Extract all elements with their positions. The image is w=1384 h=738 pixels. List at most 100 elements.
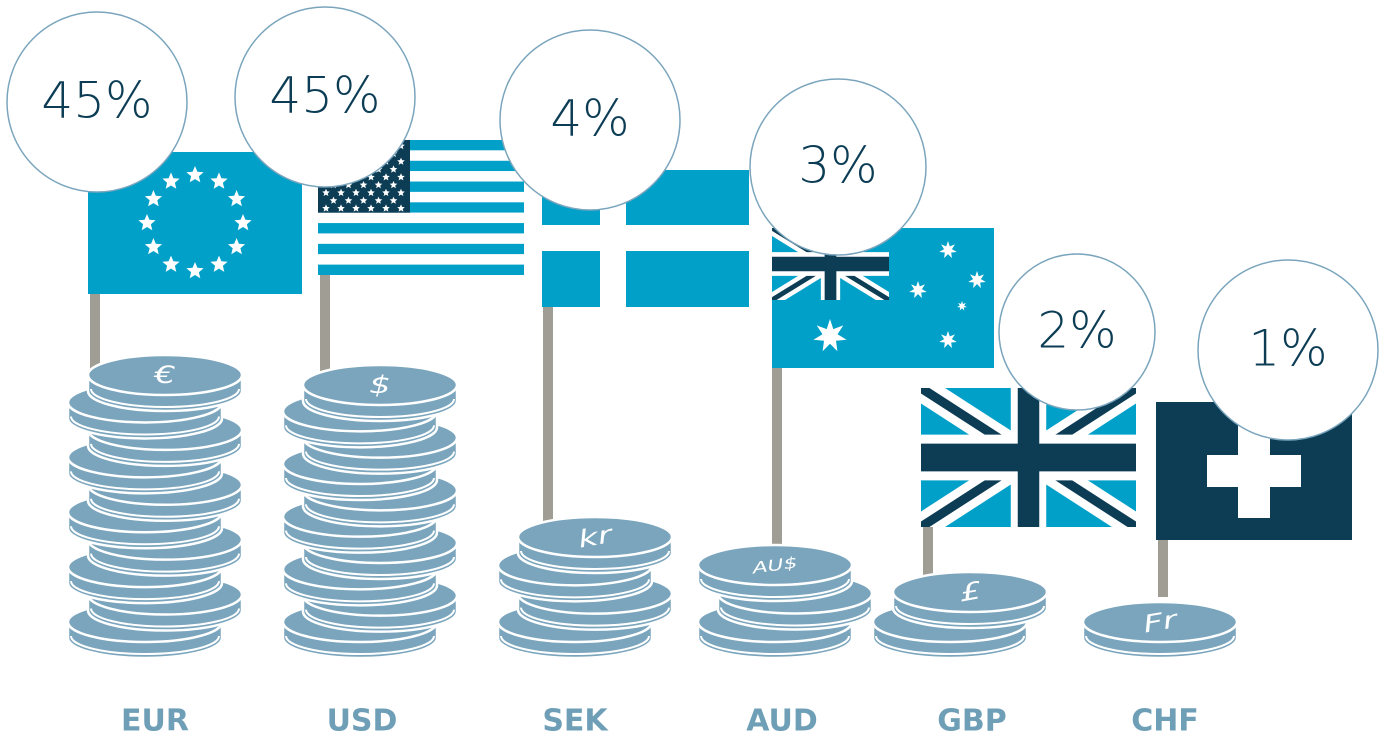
star-icon xyxy=(138,214,156,231)
coin-rim xyxy=(285,635,435,655)
coin-symbol: $ xyxy=(369,371,391,399)
coin-rim xyxy=(70,580,220,601)
coin-rim xyxy=(90,388,240,408)
percent-label: 45% xyxy=(41,72,152,130)
coin-symbol: £ xyxy=(957,576,983,607)
flag-stripe xyxy=(318,181,524,192)
star-icon xyxy=(234,214,252,231)
coin-stack: £ xyxy=(871,570,1049,660)
coin-stack: Fr xyxy=(1081,600,1239,660)
star-icon xyxy=(186,166,204,183)
star-icon xyxy=(352,204,360,212)
flag-stripe xyxy=(318,223,524,234)
star-icon xyxy=(382,173,390,181)
category-label: AUD xyxy=(746,704,818,738)
category-label: USD xyxy=(327,704,398,738)
star-icon xyxy=(389,181,398,189)
star-icon xyxy=(344,196,353,204)
coin-rim xyxy=(285,530,435,550)
star-icon xyxy=(359,181,368,189)
coin-face xyxy=(1081,600,1239,644)
coin-face xyxy=(86,353,244,397)
coin-rim xyxy=(305,398,455,418)
star-icon xyxy=(957,301,967,311)
coin-symbol: Fr xyxy=(1141,605,1181,638)
coin-rim xyxy=(285,425,435,445)
coin-rim xyxy=(500,579,650,599)
percent-label: 1% xyxy=(1248,320,1327,378)
percent-label: 2% xyxy=(1037,302,1116,360)
percent-badge xyxy=(1197,259,1379,441)
star-icon xyxy=(329,196,338,204)
percent-badge xyxy=(6,11,188,193)
category-label: CHF xyxy=(1131,704,1199,738)
coin-rim xyxy=(70,635,220,655)
coin-rim xyxy=(895,605,1045,625)
coin-rim xyxy=(285,477,435,497)
coin-rim xyxy=(305,504,455,524)
star-icon xyxy=(382,188,390,196)
star-icon xyxy=(162,255,180,272)
flag-stripe xyxy=(318,202,524,213)
percent-label: 3% xyxy=(798,137,877,195)
star-icon xyxy=(186,262,204,279)
flag-stripe xyxy=(318,243,524,255)
coin-rim xyxy=(90,498,240,518)
coin-stack: kr xyxy=(496,515,674,660)
coin-rim xyxy=(305,556,455,576)
star-icon xyxy=(210,255,228,272)
star-icon xyxy=(359,196,368,204)
star-icon xyxy=(367,204,375,212)
star-icon xyxy=(367,188,375,196)
star-icon xyxy=(228,238,246,255)
star-icon xyxy=(144,238,162,255)
category-label: SEK xyxy=(542,704,609,738)
flag-jack xyxy=(921,388,1136,527)
coin-face xyxy=(891,570,1049,614)
star-icon xyxy=(939,331,957,349)
coin-stack: AU$ xyxy=(696,543,874,660)
star-icon xyxy=(397,204,405,212)
star-icon xyxy=(389,165,398,173)
category-label: GBP xyxy=(937,704,1006,738)
coin-rim xyxy=(70,471,220,491)
star-icon xyxy=(352,188,360,196)
star-icon xyxy=(968,271,986,289)
star-icon xyxy=(374,181,383,189)
flag-stripe xyxy=(318,191,524,203)
coin-rim xyxy=(1085,635,1235,655)
star-icon xyxy=(228,190,246,207)
coin-face xyxy=(301,363,459,407)
star-icon xyxy=(397,157,405,165)
flag-stripe xyxy=(318,160,524,172)
star-icon xyxy=(210,172,228,189)
coin-rim xyxy=(70,526,220,546)
flag-cross xyxy=(542,225,749,251)
coin-face xyxy=(696,543,854,587)
coin-symbol: € xyxy=(153,361,176,389)
flag-pole xyxy=(320,273,330,380)
coin-symbol: kr xyxy=(576,520,616,553)
coin-rim xyxy=(700,635,850,655)
star-icon xyxy=(337,188,345,196)
flag-pole xyxy=(90,292,100,370)
star-icon xyxy=(397,188,405,196)
flag xyxy=(921,388,1136,527)
flag-pole xyxy=(1158,538,1168,597)
flag-cross xyxy=(1207,455,1301,487)
star-icon xyxy=(389,196,398,204)
flag-stripe xyxy=(318,212,524,224)
flag-stripe xyxy=(318,233,524,244)
star-icon xyxy=(939,241,957,259)
coin-rim xyxy=(90,553,240,573)
percent-badge xyxy=(749,78,927,256)
star-icon xyxy=(337,204,345,212)
star-icon xyxy=(144,190,162,207)
coin-rim xyxy=(70,416,220,436)
percent-badge xyxy=(499,29,681,211)
coin-rim xyxy=(305,609,455,629)
star-icon xyxy=(162,172,180,189)
flag-pole xyxy=(772,366,782,548)
percent-label: 4% xyxy=(550,90,629,148)
star-icon xyxy=(909,281,927,299)
